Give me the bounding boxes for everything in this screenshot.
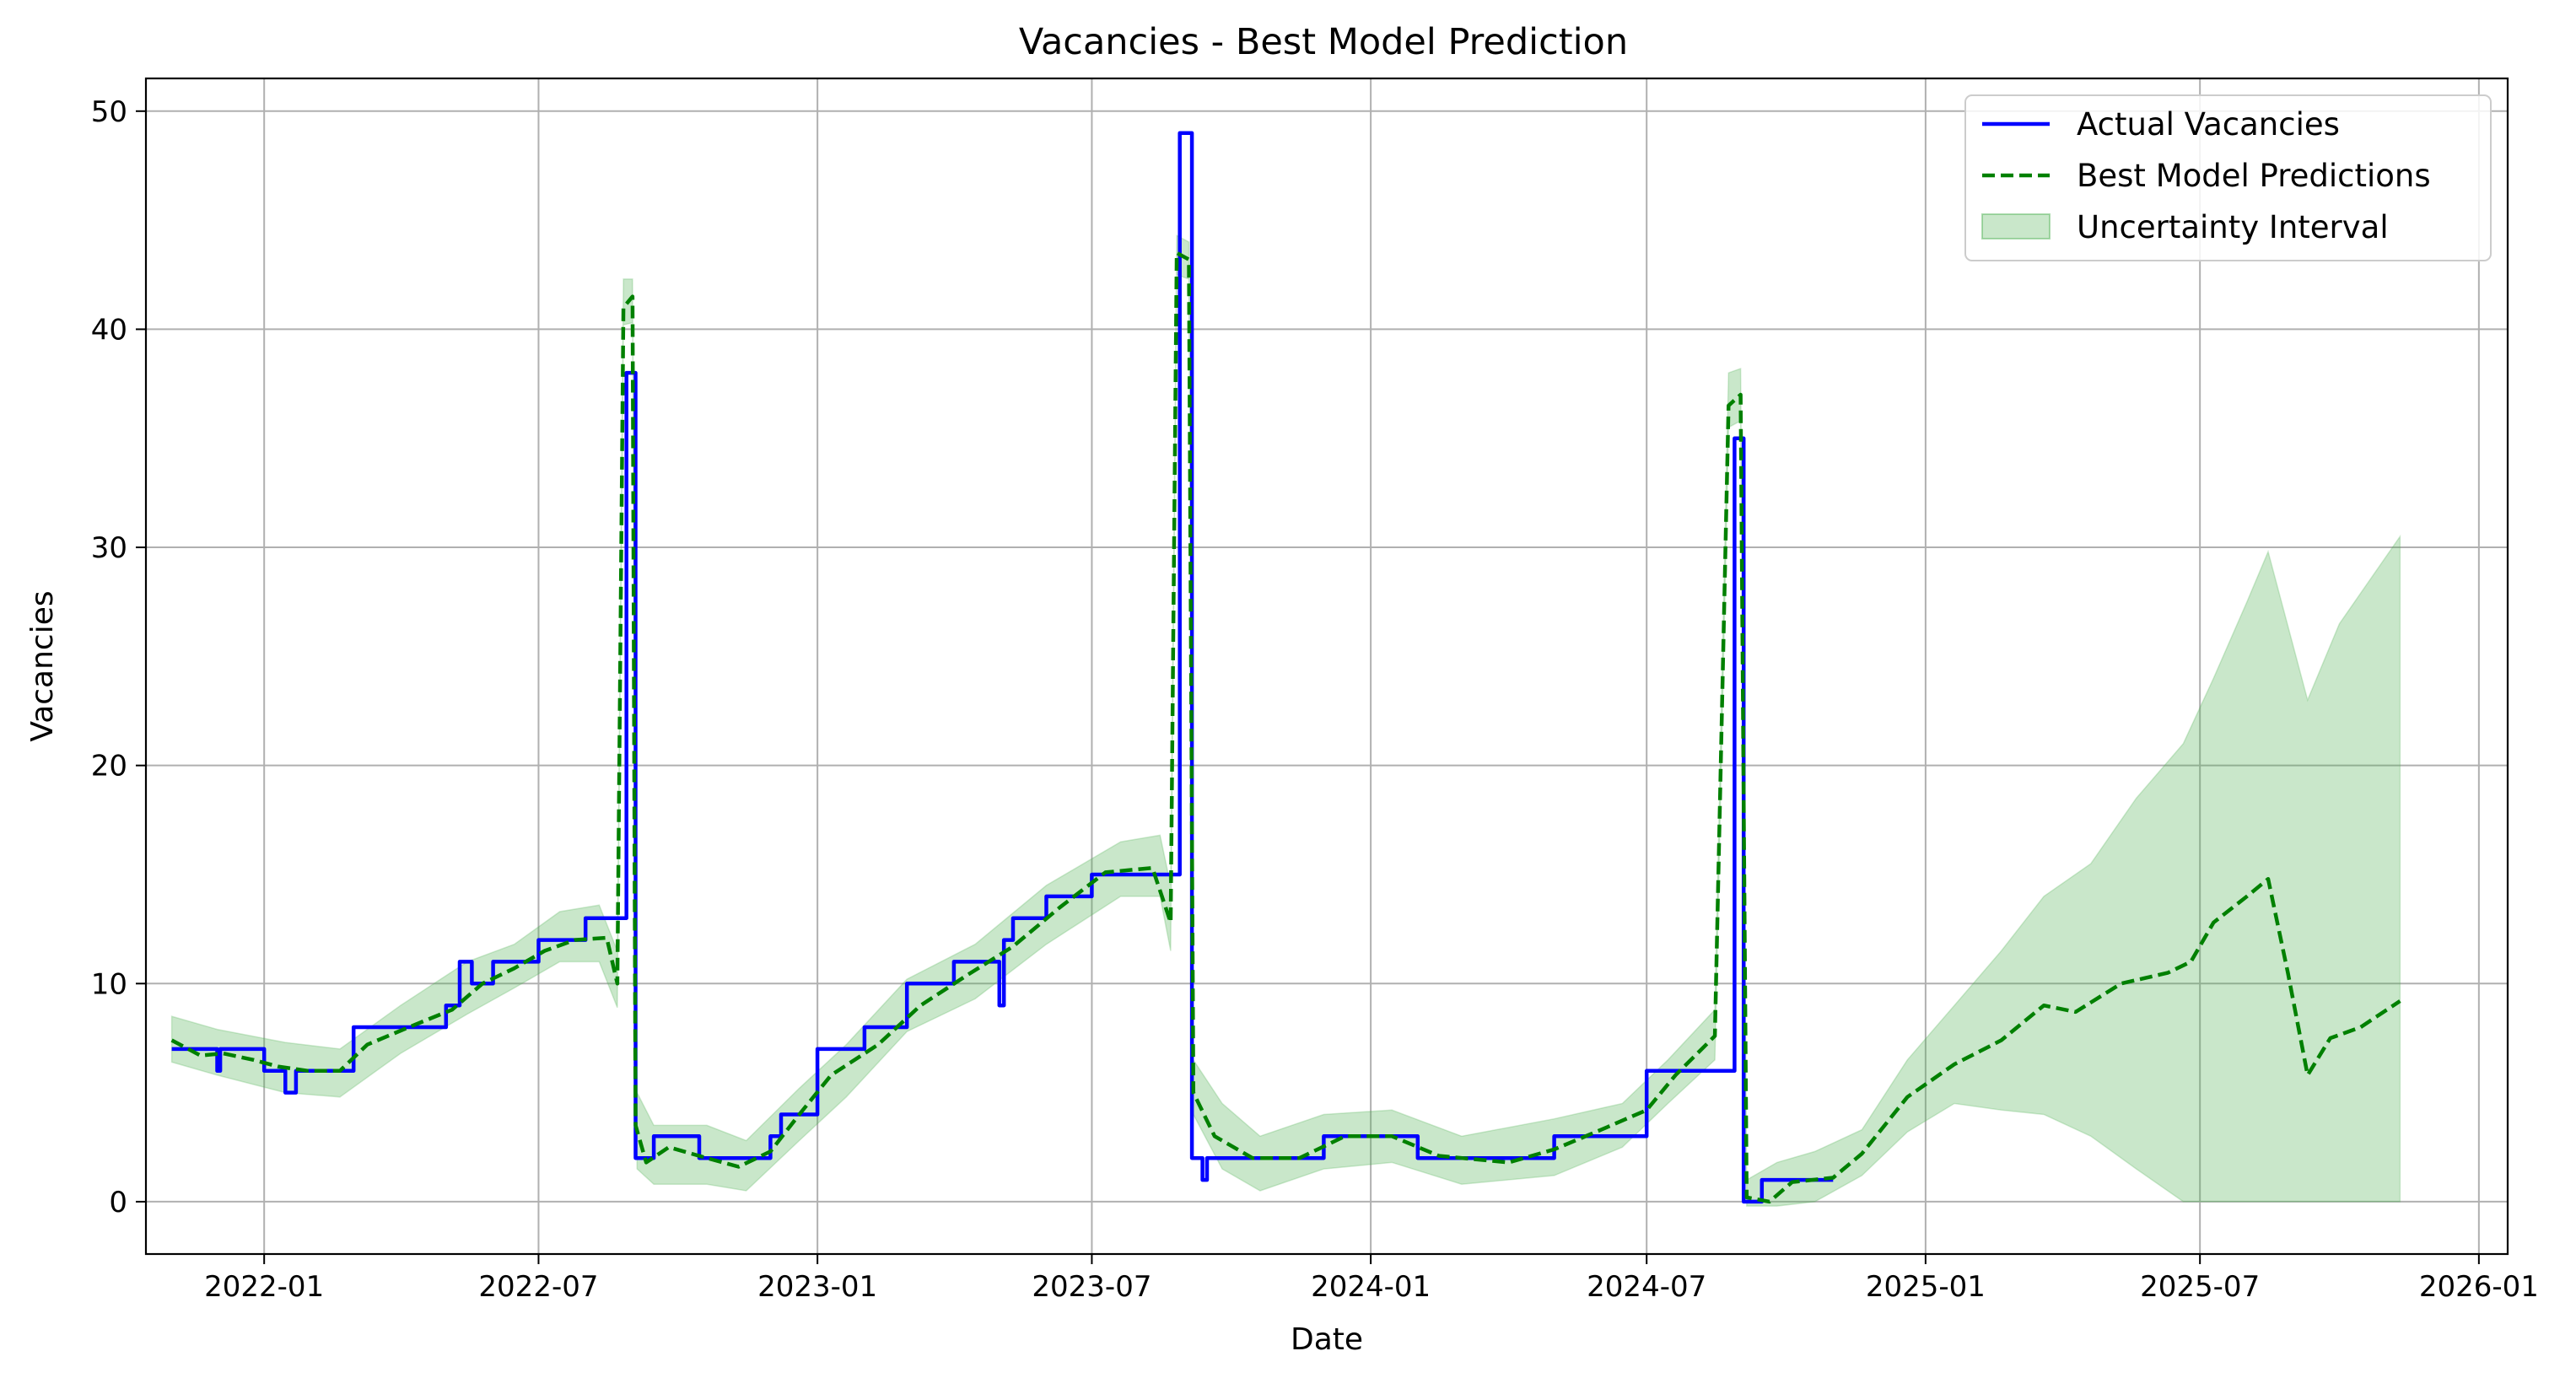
y-tick-label: 10 — [91, 967, 127, 1001]
grid — [146, 78, 2508, 1254]
x-tick-label: 2024-07 — [1587, 1270, 1706, 1304]
series-layer — [170, 131, 2401, 1204]
plot-frame — [144, 77, 2509, 1256]
legend-label-actual: Actual Vacancies — [2077, 106, 2340, 143]
y-axis-label: Vacancies — [25, 590, 60, 741]
x-tick-label: 2025-01 — [1866, 1270, 1986, 1304]
legend-swatch-band — [1981, 213, 2051, 240]
x-axis: 2022-01 2022-07 2023-01 2023-07 2024-01 2024-… — [204, 1254, 2539, 1304]
y-axis: 0 10 20 30 40 50 — [91, 95, 146, 1219]
x-tick-label: 2026-01 — [2419, 1270, 2539, 1304]
legend-frame — [1964, 94, 2492, 261]
legend-label-pred: Best Model Predictions — [2077, 158, 2431, 194]
series-best-model-predictions — [170, 250, 2401, 1204]
x-tick-label: 2024-01 — [1311, 1270, 1431, 1304]
y-tick-label: 20 — [91, 750, 127, 783]
uncertainty-band — [170, 234, 2401, 1207]
y-tick-label: 50 — [91, 95, 127, 129]
x-tick-label: 2022-07 — [478, 1270, 598, 1304]
x-tick-label: 2022-01 — [204, 1270, 324, 1304]
series-actual-vacancies — [171, 131, 1834, 1204]
x-tick-label: 2023-07 — [1032, 1270, 1151, 1304]
x-tick-label: 2023-01 — [757, 1270, 877, 1304]
y-tick-label: 40 — [91, 313, 127, 347]
band-layer — [170, 234, 2401, 1207]
chart-title: Vacancies - Best Model Prediction — [1019, 21, 1628, 63]
legend-label-band: Uncertainty Interval — [2077, 209, 2389, 245]
x-axis-label: Date — [1291, 1322, 1363, 1357]
y-tick-label: 0 — [109, 1186, 127, 1219]
x-tick-label: 2025-07 — [2140, 1270, 2260, 1304]
y-tick-label: 30 — [91, 531, 127, 565]
legend: Actual Vacancies Best Model Predictions … — [1964, 94, 2492, 261]
